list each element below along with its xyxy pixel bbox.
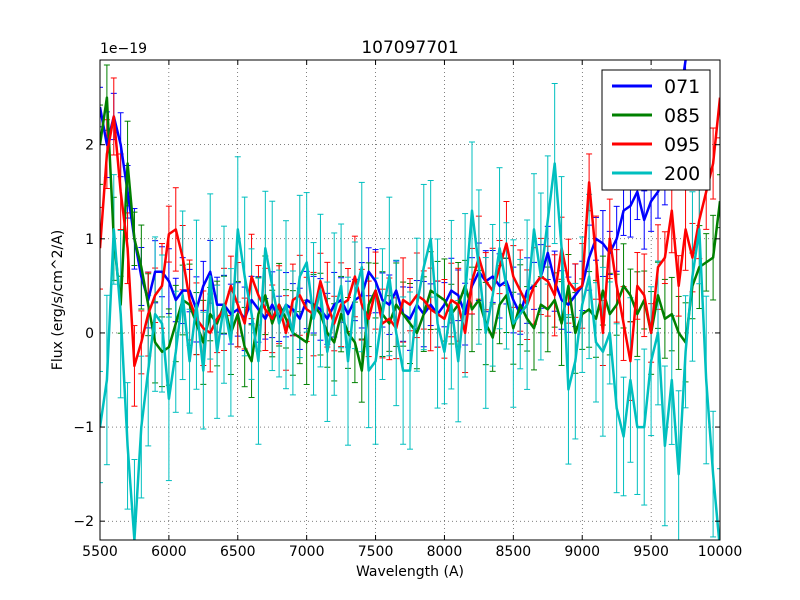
x-tick-label: 8000: [427, 544, 463, 560]
y-tick-label: 2: [85, 138, 94, 154]
series-line-095: [100, 97, 720, 368]
x-axis: 5500 6000 6500 7000 7500 8000 8500 9000 9500 1000…: [82, 60, 742, 560]
series-line-200: [100, 162, 720, 540]
x-tick-label: 8500: [496, 544, 532, 560]
plot-frame: [99, 59, 721, 541]
x-tick-label: 5500: [82, 544, 118, 560]
series-line-085: [100, 96, 720, 372]
legend-label: 071: [664, 76, 700, 98]
y-tick-label: −2: [73, 514, 94, 530]
x-tick-label: 7500: [358, 544, 394, 560]
legend-box: [601, 69, 711, 191]
y-axis-label: Flux (erg/s/cm^2/A): [50, 230, 66, 370]
y-tick-label: 0: [85, 326, 94, 342]
y-axis: −2 −1 0 1 2: [73, 138, 720, 530]
x-tick-label: 6000: [151, 544, 187, 560]
x-tick-label: 6500: [220, 544, 256, 560]
x-tick-label: 9000: [564, 544, 600, 560]
chart-title: 107097701: [361, 38, 458, 58]
x-axis-label: Wavelength (A): [356, 564, 464, 580]
y-tick-label: 1: [85, 232, 94, 248]
legend: 071 085 095 200: [601, 69, 711, 191]
y-tick-label: −1: [73, 420, 94, 436]
y-scale-label: 1e−19: [100, 41, 147, 57]
legend-label: 200: [664, 163, 700, 185]
x-tick-label: 10000: [698, 544, 743, 560]
series-lines: [100, 60, 720, 540]
legend-label: 085: [664, 105, 700, 127]
x-tick-label: 9500: [633, 544, 669, 560]
x-tick-label: 7000: [289, 544, 325, 560]
legend-label: 095: [664, 134, 700, 156]
